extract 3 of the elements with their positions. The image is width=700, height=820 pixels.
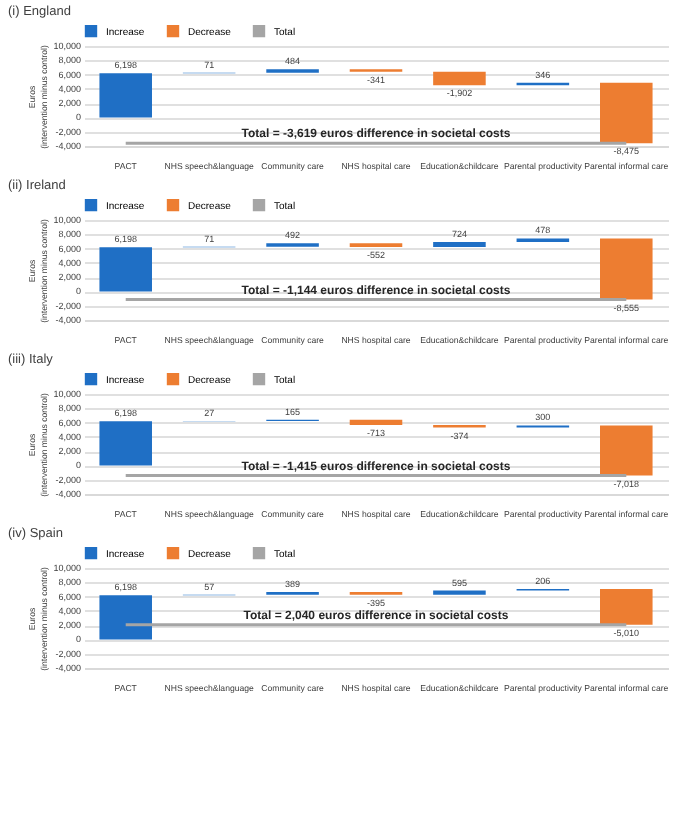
bar	[600, 82, 653, 144]
bar	[99, 73, 152, 118]
bar	[433, 71, 486, 86]
